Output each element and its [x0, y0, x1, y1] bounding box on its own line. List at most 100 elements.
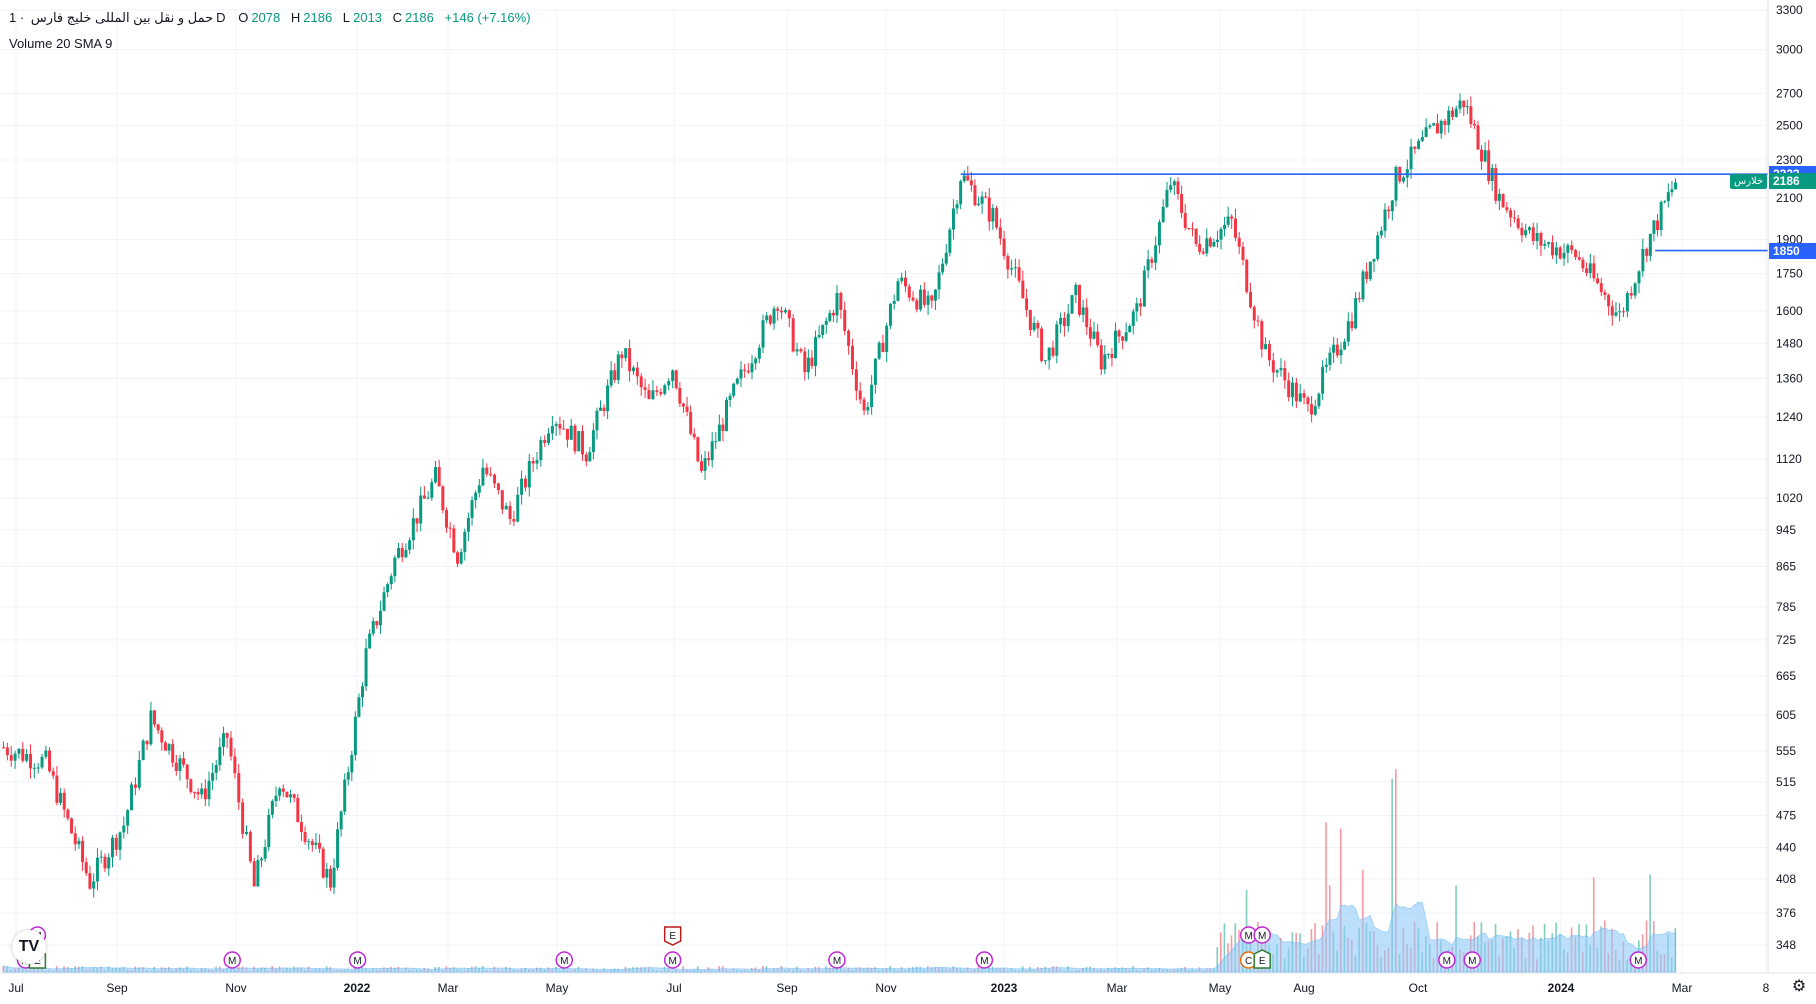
symbol-legend[interactable]: حمل و نقل بین المللی خلیج فارس · 1D O 207…	[9, 10, 534, 26]
candle-body	[1659, 202, 1663, 230]
candle-body	[1501, 193, 1505, 208]
candle-body	[156, 724, 160, 731]
candle-body	[995, 208, 999, 228]
candle-body	[1520, 227, 1524, 236]
candle-body	[772, 308, 776, 324]
candle-body	[500, 490, 504, 510]
candle-body	[814, 337, 818, 367]
candle-body	[703, 458, 707, 471]
candle-body	[1346, 321, 1350, 342]
volume-bar	[1395, 769, 1397, 972]
candle-body	[941, 263, 945, 273]
candle-body	[1387, 209, 1391, 212]
candle-body	[289, 794, 293, 798]
candle-body	[292, 794, 296, 798]
candle-body	[681, 403, 685, 407]
volume-legend[interactable]: Volume 20 SMA 9	[9, 36, 115, 51]
candle-body	[1527, 227, 1531, 231]
event-marker-m[interactable]: M	[1253, 926, 1271, 944]
y-axis-ticks[interactable]: 3300300027002500230021001900175016001480…	[1776, 3, 1803, 952]
interval-label[interactable]: 1D	[9, 10, 226, 25]
candle-body	[1566, 245, 1570, 253]
volume-bar	[1455, 885, 1457, 972]
candle-body	[281, 788, 285, 792]
event-marker-e[interactable]: E	[1253, 949, 1271, 969]
volume-indicator-label[interactable]: Volume 20 SMA 9	[9, 36, 113, 51]
candle-body	[314, 842, 318, 846]
candle-body	[452, 528, 456, 553]
gear-icon[interactable]: ⚙	[1791, 978, 1807, 995]
candle-body	[1190, 228, 1194, 230]
candle-body	[1010, 268, 1014, 270]
candle-body	[1226, 216, 1230, 225]
y-tick-label: 945	[1776, 523, 1796, 537]
candle-body	[1618, 311, 1622, 313]
candle-body	[944, 252, 948, 264]
candle-body	[631, 367, 635, 372]
candle-body	[765, 315, 769, 321]
candle-body	[1096, 331, 1100, 346]
event-marker-m[interactable]: M	[1629, 951, 1648, 969]
horizontal-lines[interactable]	[960, 173, 1768, 252]
candle-body	[911, 297, 915, 301]
candle-body	[907, 286, 911, 298]
candle-body	[1025, 298, 1029, 310]
candle-body	[1085, 307, 1089, 328]
candle-body	[1212, 242, 1216, 247]
candle-body	[339, 811, 343, 830]
candle-body	[1494, 167, 1498, 201]
candle-body	[1279, 368, 1283, 371]
candle-body	[904, 277, 908, 287]
event-marker-m[interactable]: M	[555, 951, 574, 969]
candle-body	[739, 369, 743, 379]
event-marker-m[interactable]: M	[828, 951, 846, 969]
candle-body	[795, 349, 799, 352]
low-value: 2013	[353, 10, 382, 25]
candle-body	[441, 486, 445, 511]
low-key: L	[342, 10, 351, 25]
candle-body	[1531, 227, 1535, 242]
candle-body	[389, 576, 393, 585]
candle-body	[873, 358, 877, 385]
candle-body	[2, 747, 6, 749]
candle-body	[1648, 233, 1652, 256]
x-axis-ticks[interactable]: Jul Sep Nov 2022 Mar May Jul Sep Nov 2023 Mar May Au…	[8, 981, 1769, 995]
candle-body	[218, 746, 222, 766]
candle-body	[1146, 259, 1150, 271]
event-marker-m[interactable]: M	[1438, 951, 1456, 969]
candle-body	[1275, 370, 1279, 373]
candle-body	[685, 406, 689, 412]
candle-body	[1252, 307, 1256, 321]
event-marker-m[interactable]: M	[348, 951, 367, 969]
candle-body	[821, 324, 825, 335]
candle-body	[606, 385, 610, 412]
candle-body	[1645, 248, 1649, 256]
candle-body	[360, 686, 364, 698]
candle-body	[1294, 382, 1298, 402]
event-marker-m[interactable]: M	[663, 951, 682, 969]
candle-body	[445, 510, 449, 528]
event-marker-m[interactable]: M	[975, 951, 994, 969]
y-tick-label: 665	[1776, 669, 1796, 683]
candle-body	[1131, 311, 1135, 326]
symbol-name[interactable]: حمل و نقل بین المللی خلیج فارس	[30, 10, 214, 25]
volume-bar	[1391, 778, 1393, 972]
candle-body	[998, 227, 1002, 239]
candle-body	[114, 837, 118, 850]
candle-body	[137, 760, 141, 788]
candle-body	[1462, 100, 1466, 108]
candle-body	[325, 868, 329, 878]
y-tick-label: 1120	[1776, 452, 1802, 466]
candle-body	[378, 610, 382, 626]
event-marker-m[interactable]: M	[1463, 951, 1481, 969]
event-marker-m[interactable]: M	[223, 951, 241, 969]
candle-body	[828, 312, 832, 321]
candle-body	[1447, 110, 1451, 126]
tradingview-logo[interactable]: TV	[12, 930, 46, 964]
event-marker-e[interactable]: E	[663, 926, 682, 946]
candle-body	[613, 370, 617, 380]
x-tick-label: Jul	[8, 981, 23, 995]
x-tick-label: Jul	[666, 981, 681, 995]
